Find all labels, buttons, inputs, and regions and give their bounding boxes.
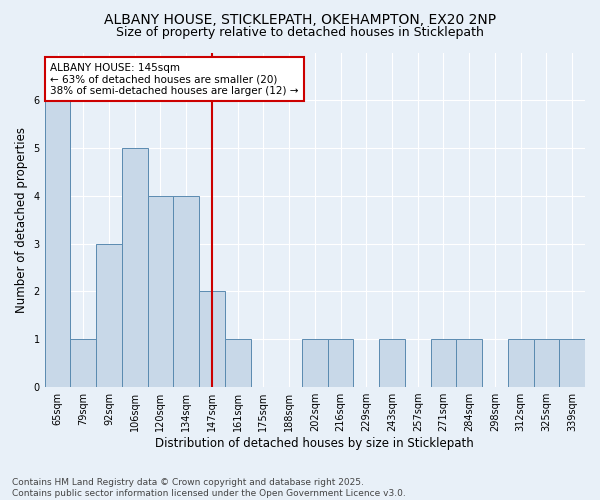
Bar bbox=[70, 340, 96, 387]
Bar bbox=[533, 340, 559, 387]
Bar bbox=[379, 340, 405, 387]
Bar bbox=[328, 340, 353, 387]
Bar bbox=[122, 148, 148, 387]
Bar bbox=[44, 100, 70, 387]
Bar bbox=[148, 196, 173, 387]
Bar bbox=[96, 244, 122, 387]
Bar bbox=[199, 292, 225, 387]
Text: Size of property relative to detached houses in Sticklepath: Size of property relative to detached ho… bbox=[116, 26, 484, 39]
Text: ALBANY HOUSE: 145sqm
← 63% of detached houses are smaller (20)
38% of semi-detac: ALBANY HOUSE: 145sqm ← 63% of detached h… bbox=[50, 62, 299, 96]
Text: ALBANY HOUSE, STICKLEPATH, OKEHAMPTON, EX20 2NP: ALBANY HOUSE, STICKLEPATH, OKEHAMPTON, E… bbox=[104, 12, 496, 26]
Bar bbox=[559, 340, 585, 387]
Bar bbox=[508, 340, 533, 387]
Y-axis label: Number of detached properties: Number of detached properties bbox=[15, 127, 28, 313]
Bar bbox=[225, 340, 251, 387]
Bar bbox=[302, 340, 328, 387]
Bar bbox=[457, 340, 482, 387]
X-axis label: Distribution of detached houses by size in Sticklepath: Distribution of detached houses by size … bbox=[155, 437, 474, 450]
Bar bbox=[173, 196, 199, 387]
Text: Contains HM Land Registry data © Crown copyright and database right 2025.
Contai: Contains HM Land Registry data © Crown c… bbox=[12, 478, 406, 498]
Bar bbox=[431, 340, 457, 387]
